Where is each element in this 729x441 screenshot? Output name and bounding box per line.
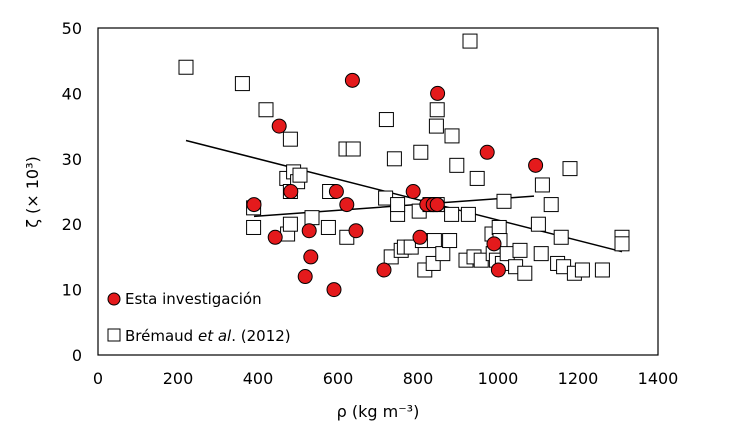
legend: Esta investigación Brémaud et al. (2012) xyxy=(107,290,291,345)
trend-decreasing-line xyxy=(185,139,623,253)
bremaud-point xyxy=(517,265,533,281)
x-tick-label: 800 xyxy=(403,369,434,388)
bremaud-point xyxy=(491,219,507,235)
bremaud-point xyxy=(386,151,402,167)
bremaud-point xyxy=(378,112,394,128)
bremaud-point xyxy=(614,236,630,252)
bremaud-point xyxy=(435,246,451,262)
bremaud-point xyxy=(460,206,476,222)
esta-point xyxy=(479,144,495,160)
bremaud-point xyxy=(499,246,515,262)
esta-point xyxy=(246,197,262,213)
bremaud-point xyxy=(449,157,465,173)
bremaud-point xyxy=(574,262,590,278)
esta-point xyxy=(326,282,342,298)
x-tick-labels: 0 200 400 600 800 1000 1200 1400 xyxy=(93,369,678,388)
x-tick-label: 1400 xyxy=(638,369,679,388)
esta-point xyxy=(339,197,355,213)
bremaud-point xyxy=(562,161,578,177)
bremaud-point xyxy=(426,233,442,249)
bremaud-point xyxy=(462,33,478,49)
esta-point xyxy=(283,184,299,199)
bremaud-point xyxy=(444,206,460,222)
bremaud-point xyxy=(533,246,549,262)
x-tick-label: 600 xyxy=(323,369,354,388)
bremaud-point xyxy=(444,128,460,144)
esta-point xyxy=(490,262,506,278)
bremaud-point xyxy=(178,59,194,75)
bremaud-point xyxy=(534,177,550,193)
legend-marker-bremaud xyxy=(107,328,121,342)
esta-point xyxy=(348,223,364,239)
bremaud-point xyxy=(496,193,512,209)
x-tick-label: 1000 xyxy=(478,369,519,388)
bremaud-point xyxy=(304,210,320,226)
x-tick-label: 0 xyxy=(93,369,103,388)
esta-point xyxy=(297,269,313,285)
bremaud-point xyxy=(594,262,610,278)
legend-label-bremaud-italic: et al xyxy=(198,327,232,345)
esta-point xyxy=(328,184,344,199)
bremaud-point xyxy=(390,197,406,213)
bremaud-point xyxy=(429,102,445,118)
esta-point xyxy=(344,72,360,88)
legend-label-esta: Esta investigación xyxy=(125,290,262,308)
bremaud-point xyxy=(282,131,298,147)
bremaud-point xyxy=(413,144,429,160)
y-tick-labels: 0 10 20 30 40 50 xyxy=(62,19,82,365)
y-tick-label: 40 xyxy=(62,84,82,103)
bremaud-point xyxy=(553,229,569,245)
plot-frame xyxy=(97,27,659,356)
esta-point xyxy=(528,157,544,173)
esta-point xyxy=(430,85,446,101)
esta-point xyxy=(301,223,317,239)
series-bremaud-points xyxy=(178,33,630,281)
y-tick-label: 50 xyxy=(62,19,82,38)
y-tick-label: 10 xyxy=(62,281,82,300)
esta-point xyxy=(271,118,287,134)
legend-marker-esta xyxy=(107,292,121,306)
esta-point xyxy=(267,229,283,245)
bremaud-point xyxy=(345,141,361,157)
x-tick-label: 1200 xyxy=(558,369,599,388)
legend-label-bremaud-prefix: Brémaud xyxy=(125,327,198,345)
esta-point xyxy=(303,249,319,265)
bremaud-point xyxy=(292,167,308,183)
bremaud-point xyxy=(442,233,458,249)
y-tick-label: 0 xyxy=(72,346,82,365)
x-tick-label: 400 xyxy=(243,369,274,388)
esta-point xyxy=(429,197,445,213)
legend-label-bremaud-suffix: . (2012) xyxy=(231,327,290,345)
bremaud-point xyxy=(530,216,546,232)
bremaud-point xyxy=(469,170,485,186)
bremaud-point xyxy=(282,216,298,232)
esta-point xyxy=(486,236,502,252)
legend-label-bremaud: Brémaud et al. (2012) xyxy=(125,327,291,345)
bremaud-point xyxy=(512,242,528,258)
esta-point xyxy=(405,184,421,199)
series-esta-points xyxy=(246,72,544,298)
y-tick-label: 30 xyxy=(62,150,82,169)
bremaud-point xyxy=(428,118,444,134)
bremaud-point xyxy=(320,219,336,235)
bremaud-point xyxy=(543,197,559,213)
x-axis-title: ρ (kg m⁻³) xyxy=(337,402,420,421)
y-tick-label: 20 xyxy=(62,215,82,234)
esta-point xyxy=(376,262,392,278)
bremaud-point xyxy=(246,219,262,235)
bremaud-point xyxy=(234,76,250,92)
esta-point xyxy=(412,229,428,245)
y-axis-title: ζ (× 10³) xyxy=(23,156,42,228)
bremaud-point xyxy=(258,102,274,118)
x-tick-label: 200 xyxy=(163,369,194,388)
